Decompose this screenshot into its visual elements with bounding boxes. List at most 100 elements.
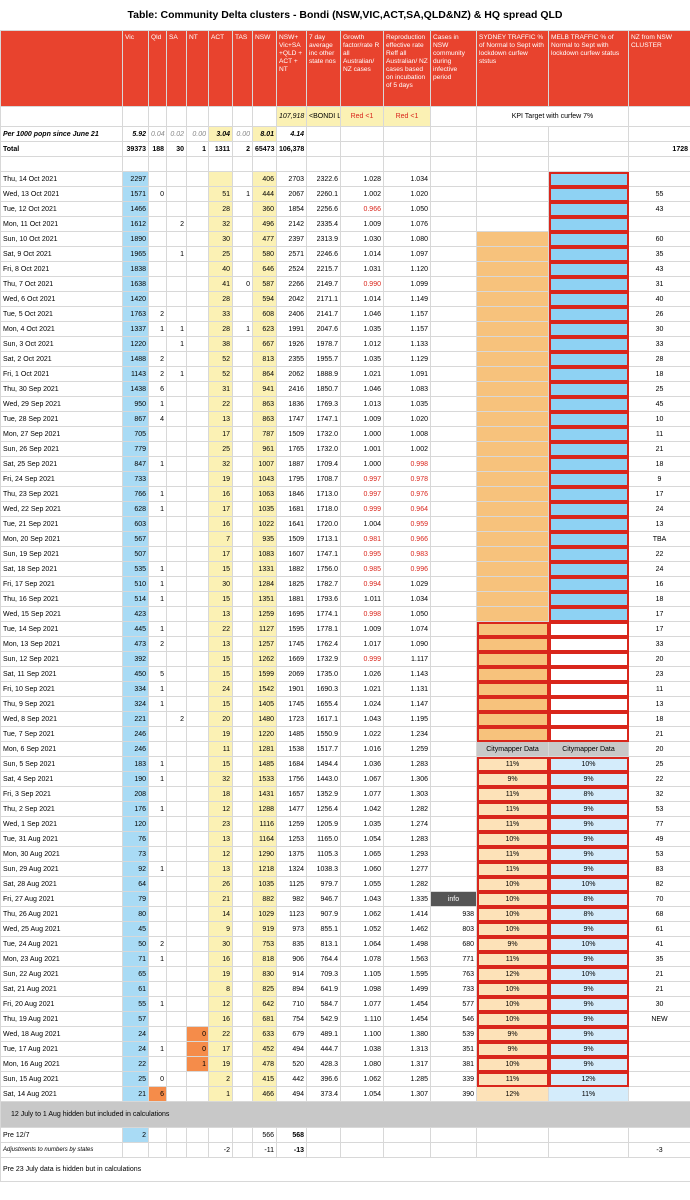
cell: 12% <box>548 1071 629 1087</box>
cell <box>166 621 187 637</box>
cell <box>166 651 187 667</box>
cell <box>148 471 167 487</box>
cell: 1509 <box>276 531 307 547</box>
cell: 667 <box>252 336 277 352</box>
cell <box>232 861 253 877</box>
cell: NEW <box>628 1011 690 1027</box>
cell: 1311 <box>208 141 233 157</box>
cell: 894 <box>276 981 307 997</box>
cell: 907.9 <box>306 906 341 922</box>
cell: 1.021 <box>340 681 384 697</box>
cell: 1488 <box>122 351 149 367</box>
cell: 1220 <box>252 726 277 742</box>
cell <box>548 576 629 592</box>
cell <box>232 201 253 217</box>
cell: 77 <box>628 816 690 832</box>
cell: 2 <box>122 1127 149 1143</box>
cell: 0 <box>148 1071 167 1087</box>
cell: 1.157 <box>383 306 431 322</box>
cell <box>186 771 209 787</box>
cell: 1438 <box>122 381 149 397</box>
cell <box>186 576 209 592</box>
cell <box>232 531 253 547</box>
cell <box>232 171 253 187</box>
cell: Pre 12/7 <box>0 1127 123 1143</box>
cell: 4 <box>148 411 167 427</box>
cell: 8.01 <box>252 126 277 142</box>
cell <box>232 336 253 352</box>
cell <box>232 381 253 397</box>
cell: 646 <box>252 261 277 277</box>
cell: 57 <box>122 1011 149 1027</box>
cell: 8% <box>548 906 629 922</box>
cell <box>166 801 187 817</box>
cell <box>122 106 149 127</box>
cell <box>476 141 549 157</box>
cell <box>430 336 477 352</box>
cell: 14 <box>208 906 233 922</box>
cell: 32 <box>208 216 233 232</box>
date: Sat, 14 Aug 2021 <box>0 1086 123 1102</box>
cell <box>166 1071 187 1087</box>
cell: 19 <box>208 471 233 487</box>
cell: 82 <box>628 876 690 892</box>
cell: 1 <box>148 996 167 1012</box>
cell <box>430 561 477 577</box>
cell: 1420 <box>122 291 149 307</box>
cell: 52 <box>208 351 233 367</box>
cell: 0.964 <box>383 501 431 517</box>
cell <box>476 201 549 217</box>
cell <box>548 606 629 622</box>
cell: 1669 <box>276 651 307 667</box>
cell: 1854 <box>276 201 307 217</box>
table-row: Pre 12/7 2 566 568 <box>0 1127 690 1143</box>
cell <box>628 1056 690 1072</box>
cell: 16 <box>208 951 233 967</box>
cell: 1.043 <box>340 711 384 727</box>
cell <box>430 786 477 802</box>
table-row: Sun, 26 Sep 2021 779 25 961 1765 1732.0 1.001 1… <box>0 441 690 457</box>
cell: 31 <box>628 276 690 292</box>
cell: 1.035 <box>340 321 384 337</box>
cell <box>166 786 187 802</box>
cell: 1795 <box>276 471 307 487</box>
cell: 1.001 <box>340 441 384 457</box>
cell: 477 <box>252 231 277 247</box>
cell: 1.149 <box>383 291 431 307</box>
cell: 16 <box>628 576 690 592</box>
cell: Total <box>0 141 123 157</box>
cell <box>430 846 477 862</box>
cell <box>166 231 187 247</box>
cell: 710 <box>276 996 307 1012</box>
cell <box>186 1086 209 1102</box>
cell: 1.595 <box>383 966 431 982</box>
cell: 779 <box>122 441 149 457</box>
date: Mon, 13 Sep 2021 <box>0 636 123 652</box>
cell: 1708.7 <box>306 471 341 487</box>
cell <box>232 441 253 457</box>
cell: 33 <box>208 306 233 322</box>
cell <box>166 696 187 712</box>
cell: 0.00 <box>232 126 253 142</box>
cell: 1485 <box>276 726 307 742</box>
cell <box>548 351 629 367</box>
cell: 566 <box>252 1127 277 1143</box>
cell: 324 <box>122 696 149 712</box>
cell: 1.060 <box>340 861 384 877</box>
cell: 246 <box>122 741 149 757</box>
cell: 1695 <box>276 606 307 622</box>
cell: 1836 <box>276 396 307 412</box>
cell <box>148 1142 167 1158</box>
cell: 22 <box>208 1026 233 1042</box>
table-row: Sun, 10 Oct 2021 1890 30 477 2397 2313.9 1.030… <box>0 231 690 247</box>
cell: 1257 <box>252 636 277 652</box>
cell <box>628 126 690 142</box>
cell <box>232 966 253 982</box>
cell <box>232 951 253 967</box>
cell: 1.031 <box>340 261 384 277</box>
cell: 39373 <box>122 141 149 157</box>
cell <box>232 546 253 562</box>
cell <box>148 246 167 262</box>
cell: 9% <box>548 996 629 1012</box>
cell: 1 <box>148 1041 167 1057</box>
